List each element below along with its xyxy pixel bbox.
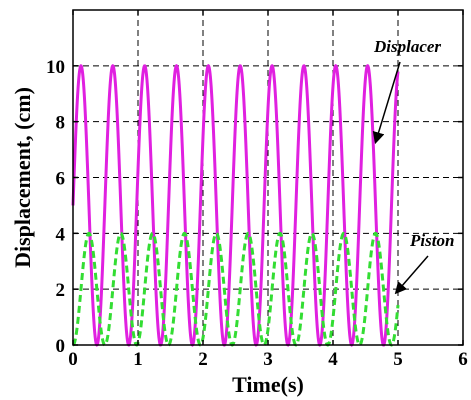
x-tick-label: 4 <box>328 349 338 370</box>
x-axis-label: Time(s) <box>232 372 304 397</box>
y-tick-label: 4 <box>56 224 66 245</box>
x-tick-label: 5 <box>393 349 403 370</box>
series-line-piston <box>72 231 400 347</box>
annotation-displacer: Displacer <box>373 37 441 56</box>
annotation-arrow-piston <box>394 255 429 295</box>
x-tick-label: 1 <box>133 349 143 370</box>
grid-lines <box>73 10 463 345</box>
y-tick-label: 8 <box>56 113 66 134</box>
y-tick-label: 0 <box>56 336 66 357</box>
y-tick-label: 6 <box>56 169 66 190</box>
x-tick-label: 3 <box>263 349 273 370</box>
axis-ticks <box>72 10 464 346</box>
y-tick-label: 2 <box>56 280 66 301</box>
y-axis-label: Displacement, (cm) <box>10 87 35 268</box>
tick-labels: 0 1 2 3 4 5 6 0 2 4 6 8 10 <box>46 57 468 370</box>
series-line-displacer <box>71 63 400 347</box>
x-tick-label: 6 <box>458 349 468 370</box>
annotation-arrow-displacer <box>372 61 401 145</box>
x-tick-label: 0 <box>68 349 78 370</box>
x-tick-label: 2 <box>198 349 208 370</box>
annotations: Displacer Piston <box>372 37 454 295</box>
y-tick-label: 10 <box>46 57 65 78</box>
series-layer <box>71 63 400 347</box>
annotation-piston: Piston <box>409 231 454 250</box>
